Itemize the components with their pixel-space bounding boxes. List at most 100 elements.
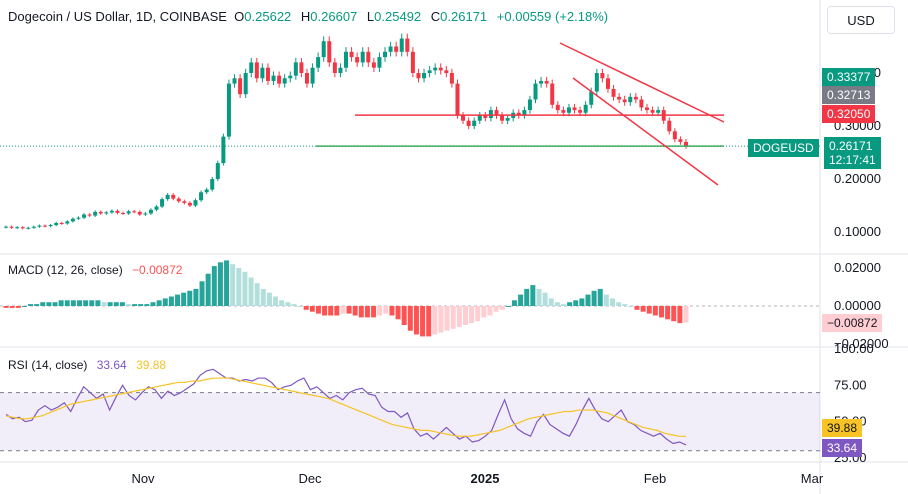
macd-bar — [634, 306, 640, 310]
countdown: 12:17:41 — [829, 153, 876, 167]
candle-body — [160, 199, 165, 207]
macd-bar — [107, 302, 113, 306]
candle-body — [494, 110, 499, 116]
candle-body — [488, 110, 493, 119]
close-value: 0.26171 — [440, 9, 488, 24]
candle-body — [260, 67, 265, 79]
candle-body — [544, 80, 549, 84]
macd-bar — [450, 306, 456, 329]
macd-bar — [438, 306, 444, 333]
macd-bar — [395, 306, 401, 320]
high-value: 0.26607 — [310, 9, 358, 24]
price-tag-last: 0.33377 — [822, 68, 876, 86]
candle-body — [215, 163, 220, 179]
candle-body — [539, 80, 544, 84]
candle-body — [321, 41, 326, 58]
macd-bar — [475, 306, 481, 322]
candle-body — [578, 110, 583, 113]
macd-bar — [113, 302, 119, 306]
macd-bar — [377, 306, 383, 316]
macd-bar — [3, 306, 9, 308]
macd-bar — [432, 306, 438, 335]
x-axis-label: Dec — [298, 471, 322, 486]
candle-body — [332, 62, 337, 73]
macd-bar — [64, 300, 70, 306]
macd-bar — [579, 298, 585, 306]
candle-body — [59, 222, 64, 224]
candle-body — [394, 46, 399, 52]
candle-body — [449, 73, 454, 84]
macd-bar — [518, 294, 524, 306]
candle-body — [572, 107, 577, 111]
candle-body — [633, 96, 638, 100]
candle-body — [605, 78, 610, 89]
macd-bar — [285, 302, 291, 306]
candle-body — [282, 78, 287, 84]
candle-body — [594, 73, 599, 92]
macd-tick-label: −0.02000 — [834, 336, 889, 351]
symbol-tag: DOGEUSD — [748, 139, 819, 157]
candle-body — [310, 67, 315, 84]
candle-body — [238, 78, 243, 95]
macd-bar — [34, 304, 40, 306]
candle-body — [377, 57, 382, 68]
macd-bar — [279, 300, 285, 306]
rsi-ma-value: 39.88 — [136, 358, 167, 372]
macd-bar — [315, 306, 321, 314]
candle-body — [132, 211, 137, 213]
rsi-tick-label: 75.00 — [834, 377, 867, 392]
candle-body — [349, 51, 354, 58]
candle-body — [54, 222, 59, 226]
macd-bar — [303, 306, 309, 310]
candle-body — [93, 211, 98, 216]
candle-body — [277, 75, 282, 84]
candle-body — [182, 201, 187, 203]
current-price-tag: 0.26171 12:17:41 — [824, 137, 881, 169]
candle-body — [165, 194, 170, 200]
channel-lower-line — [572, 77, 719, 186]
candle-body — [555, 104, 560, 111]
macd-value: −0.00872 — [132, 263, 183, 277]
candle-body — [148, 209, 153, 214]
candle-body — [505, 118, 510, 121]
candle-body — [422, 73, 427, 79]
candle-body — [70, 218, 75, 222]
macd-bar — [150, 302, 156, 306]
high-label: H — [300, 9, 311, 24]
candle-body — [672, 131, 677, 140]
macd-bar — [499, 306, 505, 310]
candle-body — [243, 73, 248, 95]
macd-bar — [187, 290, 193, 306]
macd-bar — [407, 306, 413, 331]
macd-bar — [309, 306, 315, 312]
price-tick-label: 0.20000 — [834, 171, 881, 186]
candle-body — [137, 211, 142, 215]
candle-body — [650, 110, 655, 113]
candle-body — [65, 221, 70, 224]
macd-bar — [144, 304, 150, 306]
macd-bar — [205, 273, 211, 306]
macd-bar — [126, 304, 132, 306]
macd-bar — [352, 306, 358, 316]
candle-body — [656, 110, 661, 113]
macd-bar — [536, 288, 542, 306]
candle-body — [399, 38, 404, 52]
macd-bar — [524, 288, 530, 306]
candle-body — [304, 73, 309, 84]
macd-bar — [89, 300, 95, 306]
candle-body — [472, 120, 477, 126]
macd-bar — [413, 306, 419, 335]
macd-bar — [40, 302, 46, 306]
candle-body — [221, 136, 226, 164]
macd-bar — [83, 300, 89, 306]
candle-body — [388, 46, 393, 52]
macd-bar — [444, 306, 450, 331]
currency-button[interactable]: USD — [827, 6, 895, 34]
macd-bar — [487, 306, 493, 316]
open-value: 0.25622 — [244, 9, 292, 24]
candle-body — [31, 226, 36, 228]
macd-bar — [426, 306, 432, 337]
candle-body — [466, 120, 471, 126]
candle-body — [383, 51, 388, 58]
